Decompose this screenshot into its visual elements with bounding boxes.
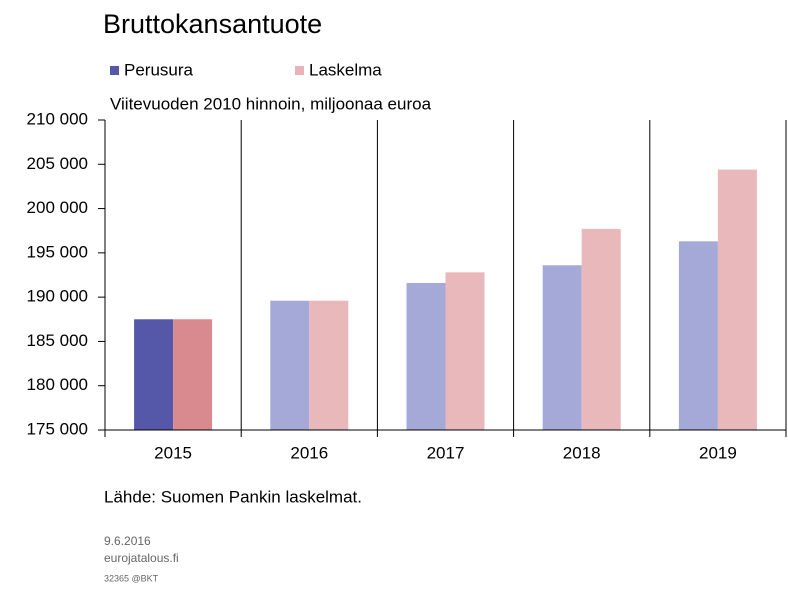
- legend-swatch: [110, 66, 119, 75]
- bar: [581, 228, 621, 430]
- y-tick-label: 175 000: [27, 419, 88, 438]
- y-tick-label: 200 000: [27, 198, 88, 217]
- x-tick-label: 2016: [290, 443, 328, 462]
- subtitle: Viitevuoden 2010 hinnoin, miljoonaa euro…: [110, 94, 432, 113]
- legend-swatch: [295, 66, 304, 75]
- y-tick-label: 190 000: [27, 287, 88, 306]
- x-tick-label: 2017: [427, 443, 465, 462]
- legend-label: Laskelma: [309, 60, 382, 79]
- y-tick-label: 205 000: [27, 154, 88, 173]
- bar: [678, 241, 718, 430]
- bar: [173, 319, 213, 430]
- bar: [134, 319, 174, 430]
- x-tick-label: 2019: [699, 443, 737, 462]
- y-tick-label: 185 000: [27, 331, 88, 350]
- bar: [309, 300, 349, 430]
- y-tick-label: 180 000: [27, 375, 88, 394]
- x-tick-label: 2018: [563, 443, 601, 462]
- bar: [445, 272, 485, 430]
- bar: [406, 282, 446, 430]
- bar: [717, 169, 757, 430]
- source: Lähde: Suomen Pankin laskelmat.: [104, 487, 362, 506]
- y-tick-label: 195 000: [27, 242, 88, 261]
- chart-title: Bruttokansantuote: [103, 9, 322, 39]
- legend-label: Perusura: [124, 60, 194, 79]
- bar: [542, 265, 582, 430]
- bar: [270, 300, 310, 430]
- footer-code: 32365 @BKT: [104, 573, 159, 583]
- footer-date: 9.6.2016: [104, 534, 151, 548]
- x-tick-label: 2015: [154, 443, 192, 462]
- y-tick-label: 210 000: [27, 109, 88, 128]
- footer-site: eurojatalous.fi: [104, 551, 179, 565]
